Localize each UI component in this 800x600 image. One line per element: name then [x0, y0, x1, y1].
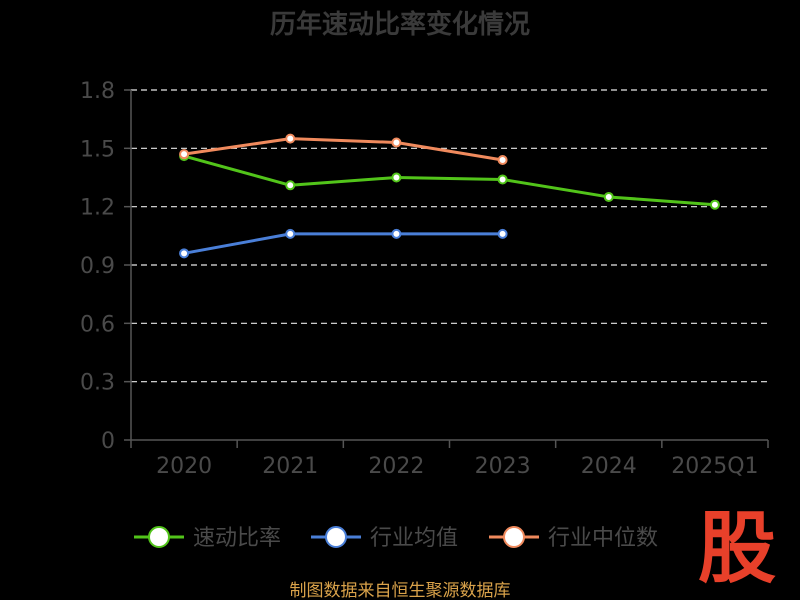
series-line: [183, 137, 503, 162]
y-tick-label: 0.3: [80, 371, 115, 396]
y-tick-label: 0.9: [80, 254, 115, 279]
source-note: 制图数据来自恒生聚源数据库: [290, 581, 511, 600]
data-point: [391, 137, 402, 148]
data-point: [391, 228, 402, 239]
data-point: [285, 228, 296, 239]
x-tick-label: 2024: [581, 454, 637, 479]
data-point: [603, 191, 614, 202]
data-point: [497, 174, 508, 185]
y-tick-label: 1.5: [80, 137, 115, 162]
x-tick-label: 2025Q1: [671, 454, 758, 479]
y-tick-label: 0: [101, 429, 115, 454]
legend: 速动比率 行业均值 行业中位数: [134, 526, 658, 551]
legend-label: 行业中位数: [548, 526, 658, 551]
legend-label: 行业均值: [370, 526, 458, 551]
legend-item: 速动比率: [134, 526, 281, 551]
data-point: [391, 172, 402, 183]
data-point: [179, 248, 190, 259]
data-point: [285, 133, 296, 144]
legend-swatch-marker: [503, 526, 525, 548]
legend-item: 行业均值: [311, 526, 458, 551]
axes: 0 0.3 0.6 0.9 1.2 1.5 1.8 2020 2021 2022 2023 2024 2…: [80, 79, 769, 479]
data-point: [179, 149, 190, 160]
legend-item: 行业中位数: [489, 526, 658, 551]
legend-label: 速动比率: [193, 526, 281, 551]
data-point: [285, 180, 296, 191]
y-tick-label: 0.6: [80, 312, 115, 337]
brand-logo: 股: [698, 504, 776, 594]
x-tick-label: 2022: [368, 454, 424, 479]
data-point: [709, 199, 720, 210]
y-tick-label: 1.8: [80, 79, 115, 104]
x-tick-label: 2020: [156, 454, 212, 479]
series-line: [183, 154, 716, 207]
x-tick-label: 2021: [262, 454, 318, 479]
chart-title: 历年速动比率变化情况: [270, 9, 530, 40]
data-point: [497, 155, 508, 165]
series-lines: [179, 133, 720, 259]
legend-swatch-marker: [148, 526, 170, 548]
series-line: [183, 232, 503, 255]
grid-lines: [131, 89, 768, 383]
x-tick-label: 2023: [475, 454, 531, 479]
y-tick-label: 1.2: [80, 196, 115, 221]
data-point: [497, 228, 508, 239]
legend-swatch-marker: [325, 526, 347, 548]
